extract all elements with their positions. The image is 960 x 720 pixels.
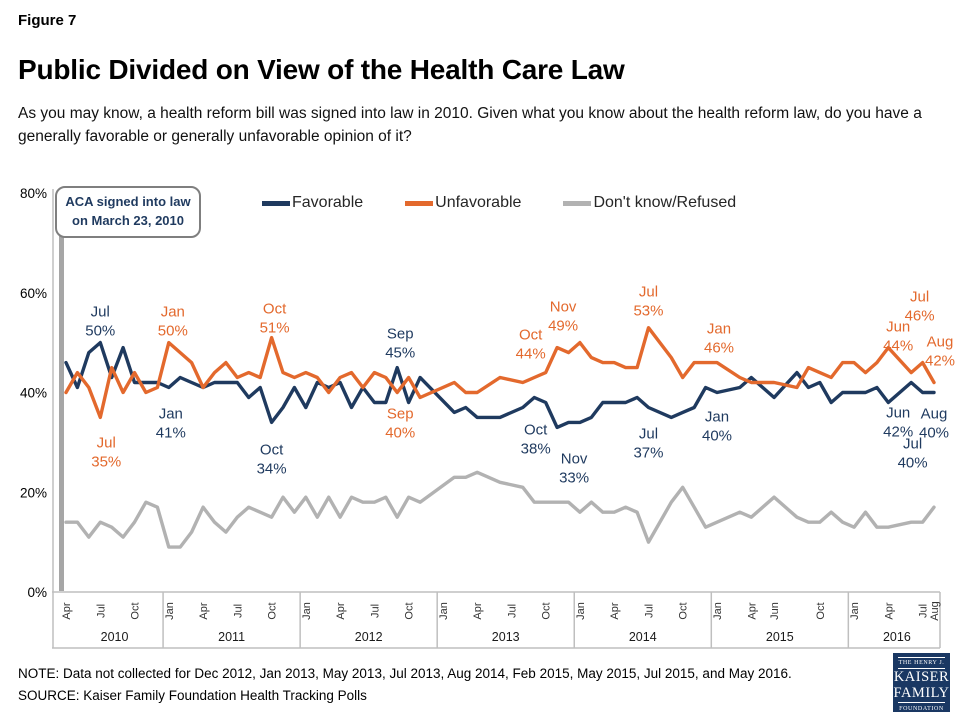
series-line-unfavorable — [64, 326, 936, 420]
year-label: 2016 — [883, 630, 911, 644]
month-tick-label: Apr — [61, 602, 73, 619]
month-tick-label: Jan — [575, 602, 587, 620]
month-tick-label: Jan — [438, 602, 450, 620]
year-label: 2015 — [766, 630, 794, 644]
month-tick-label: Jan — [301, 602, 313, 620]
month-tick-label: Jul — [506, 604, 518, 618]
month-tick-label: Jan — [164, 602, 176, 620]
aca-annotation-line1: ACA signed into law — [65, 194, 191, 209]
data-callout: Jan 46% — [704, 321, 734, 357]
legend-label: Unfavorable — [435, 194, 522, 211]
data-callout: Oct 51% — [260, 301, 290, 337]
y-tick-label: 80% — [20, 186, 47, 201]
month-tick-label: Oct — [541, 602, 553, 619]
legend-swatch-icon — [563, 200, 592, 206]
month-tick-label: Oct — [678, 602, 690, 619]
month-tick-label: Jul — [95, 604, 107, 618]
month-tick-label: Apr — [609, 602, 621, 619]
legend-label: Favorable — [292, 194, 364, 211]
month-tick-label: Jul — [918, 604, 930, 618]
logo-rule-mid — [898, 668, 945, 669]
month-tick-label: Apr — [335, 602, 347, 619]
month-tick-label: Jul — [232, 604, 244, 618]
data-callout: Nov 33% — [559, 450, 589, 486]
year-label: 2011 — [218, 630, 245, 644]
data-callout: Jun 42% — [883, 405, 913, 441]
legend-swatch-icon — [262, 200, 290, 206]
legend-item: Unfavorable — [405, 194, 521, 212]
month-tick-label: Jul — [643, 604, 655, 618]
data-callout: Oct 34% — [257, 441, 287, 477]
data-callout: Oct 44% — [516, 327, 546, 363]
logo-family: FAMILY — [893, 684, 950, 701]
survey-question-text: As you may know, a health reform bill wa… — [18, 105, 922, 146]
y-tick-label: 40% — [20, 386, 47, 401]
data-callout: Jul 53% — [633, 284, 663, 320]
data-callout: Oct 38% — [521, 421, 551, 457]
y-tick-label: 60% — [20, 286, 47, 301]
page-title: Public Divided on View of the Health Car… — [18, 54, 625, 85]
logo-rule-bottom — [898, 702, 945, 704]
data-callout: Aug 42% — [925, 334, 955, 370]
year-label: 2012 — [355, 630, 383, 644]
data-callout: Jan 40% — [702, 409, 732, 445]
data-callout: Aug 40% — [919, 406, 949, 442]
month-tick-label: Jan — [712, 602, 724, 620]
aca-annotation-box: ACA signed into law on March 23, 2010 — [55, 186, 201, 238]
series-line-favorable — [64, 340, 936, 430]
month-tick-label: Apr — [198, 602, 210, 619]
legend-label: Don't know/Refused — [593, 194, 737, 211]
figure-label: Figure 7 — [18, 12, 77, 29]
month-tick-label: Apr — [746, 602, 758, 619]
year-label: 2014 — [629, 630, 657, 644]
data-callout: Jul 50% — [85, 304, 115, 340]
data-callout: Nov 49% — [548, 299, 578, 335]
data-callout: Sep 45% — [385, 326, 415, 362]
kff-logo: THE HENRY J. KAISER FAMILY FOUNDATION — [893, 653, 950, 712]
year-label: 2013 — [492, 630, 520, 644]
y-tick-label: 0% — [27, 585, 47, 600]
month-tick-label: Aug — [929, 601, 941, 621]
logo-rule-top — [898, 657, 945, 658]
data-callout: Jul 37% — [633, 425, 663, 461]
data-callout: Jul 40% — [898, 436, 928, 472]
legend-swatch-icon — [405, 200, 434, 206]
source-text: SOURCE: Kaiser Family Foundation Health … — [18, 688, 367, 703]
month-tick-label: Apr — [472, 602, 484, 619]
month-tick-label: Jul — [369, 604, 381, 618]
month-tick-label: Apr — [883, 602, 895, 619]
logo-the-henry-j: THE HENRY J. — [898, 660, 945, 666]
data-callout: Jan 50% — [158, 304, 188, 340]
logo-foundation: FOUNDATION — [899, 705, 944, 712]
data-callout: Jul 46% — [905, 289, 935, 325]
month-tick-label: Oct — [815, 602, 827, 619]
series-line-don-t-know-refused — [64, 470, 936, 549]
legend-item: Don't know/Refused — [563, 194, 736, 212]
month-tick-label: Jan — [849, 602, 861, 620]
data-callout: Jun 44% — [883, 319, 913, 355]
month-tick-label: Jun — [769, 602, 781, 620]
year-label: 2010 — [101, 630, 129, 644]
chart-legend: Favorable Unfavorable Don't know/Refused — [262, 194, 736, 212]
legend-item: Favorable — [262, 194, 363, 212]
month-tick-label: Oct — [404, 602, 416, 619]
month-tick-label: Oct — [130, 602, 142, 619]
month-tick-label: Oct — [267, 602, 279, 619]
logo-kaiser: KAISER — [893, 669, 950, 685]
data-callout: Jul 35% — [91, 434, 121, 470]
data-callout: Sep 40% — [385, 406, 415, 442]
data-callout: Jan 41% — [156, 406, 186, 442]
y-tick-label: 20% — [20, 485, 47, 500]
aca-annotation-line2: on March 23, 2010 — [72, 212, 184, 228]
note-text: NOTE: Data not collected for Dec 2012, J… — [18, 666, 792, 681]
